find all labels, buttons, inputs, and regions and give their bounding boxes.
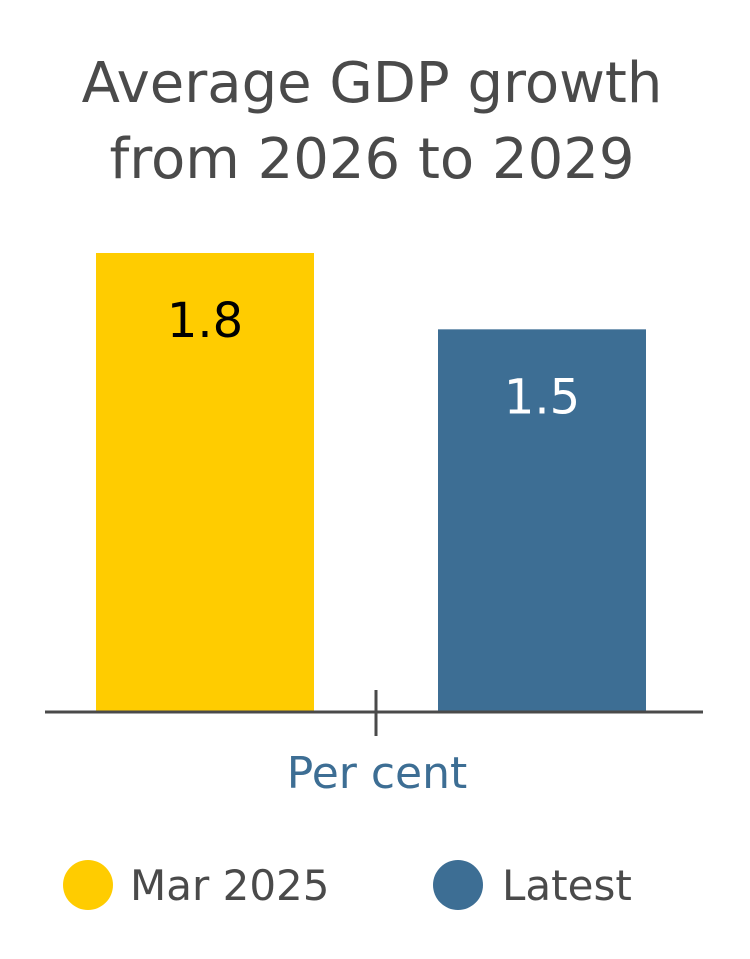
legend-swatch-latest [433,860,483,910]
bars [96,253,646,711]
chart-title-line-2: from 2026 to 2029 [110,127,635,192]
legend-label-mar-2025: Mar 2025 [130,861,329,910]
x-axis-label: Per cent [287,748,468,799]
bar-mar-2025 [96,253,314,711]
legend: Mar 2025 Latest [63,860,632,910]
bar-labels: 1.8 1.5 [167,293,580,425]
x-axis [45,690,703,736]
legend-swatch-mar-2025 [63,860,113,910]
chart-title: Average GDP growth from 2026 to 2029 [82,51,663,192]
bar-latest [438,329,646,711]
legend-label-latest: Latest [502,861,632,910]
bar-value-label-latest: 1.5 [504,369,580,425]
bar-value-label-mar-2025: 1.8 [167,293,243,349]
chart-title-line-1: Average GDP growth [82,51,663,116]
